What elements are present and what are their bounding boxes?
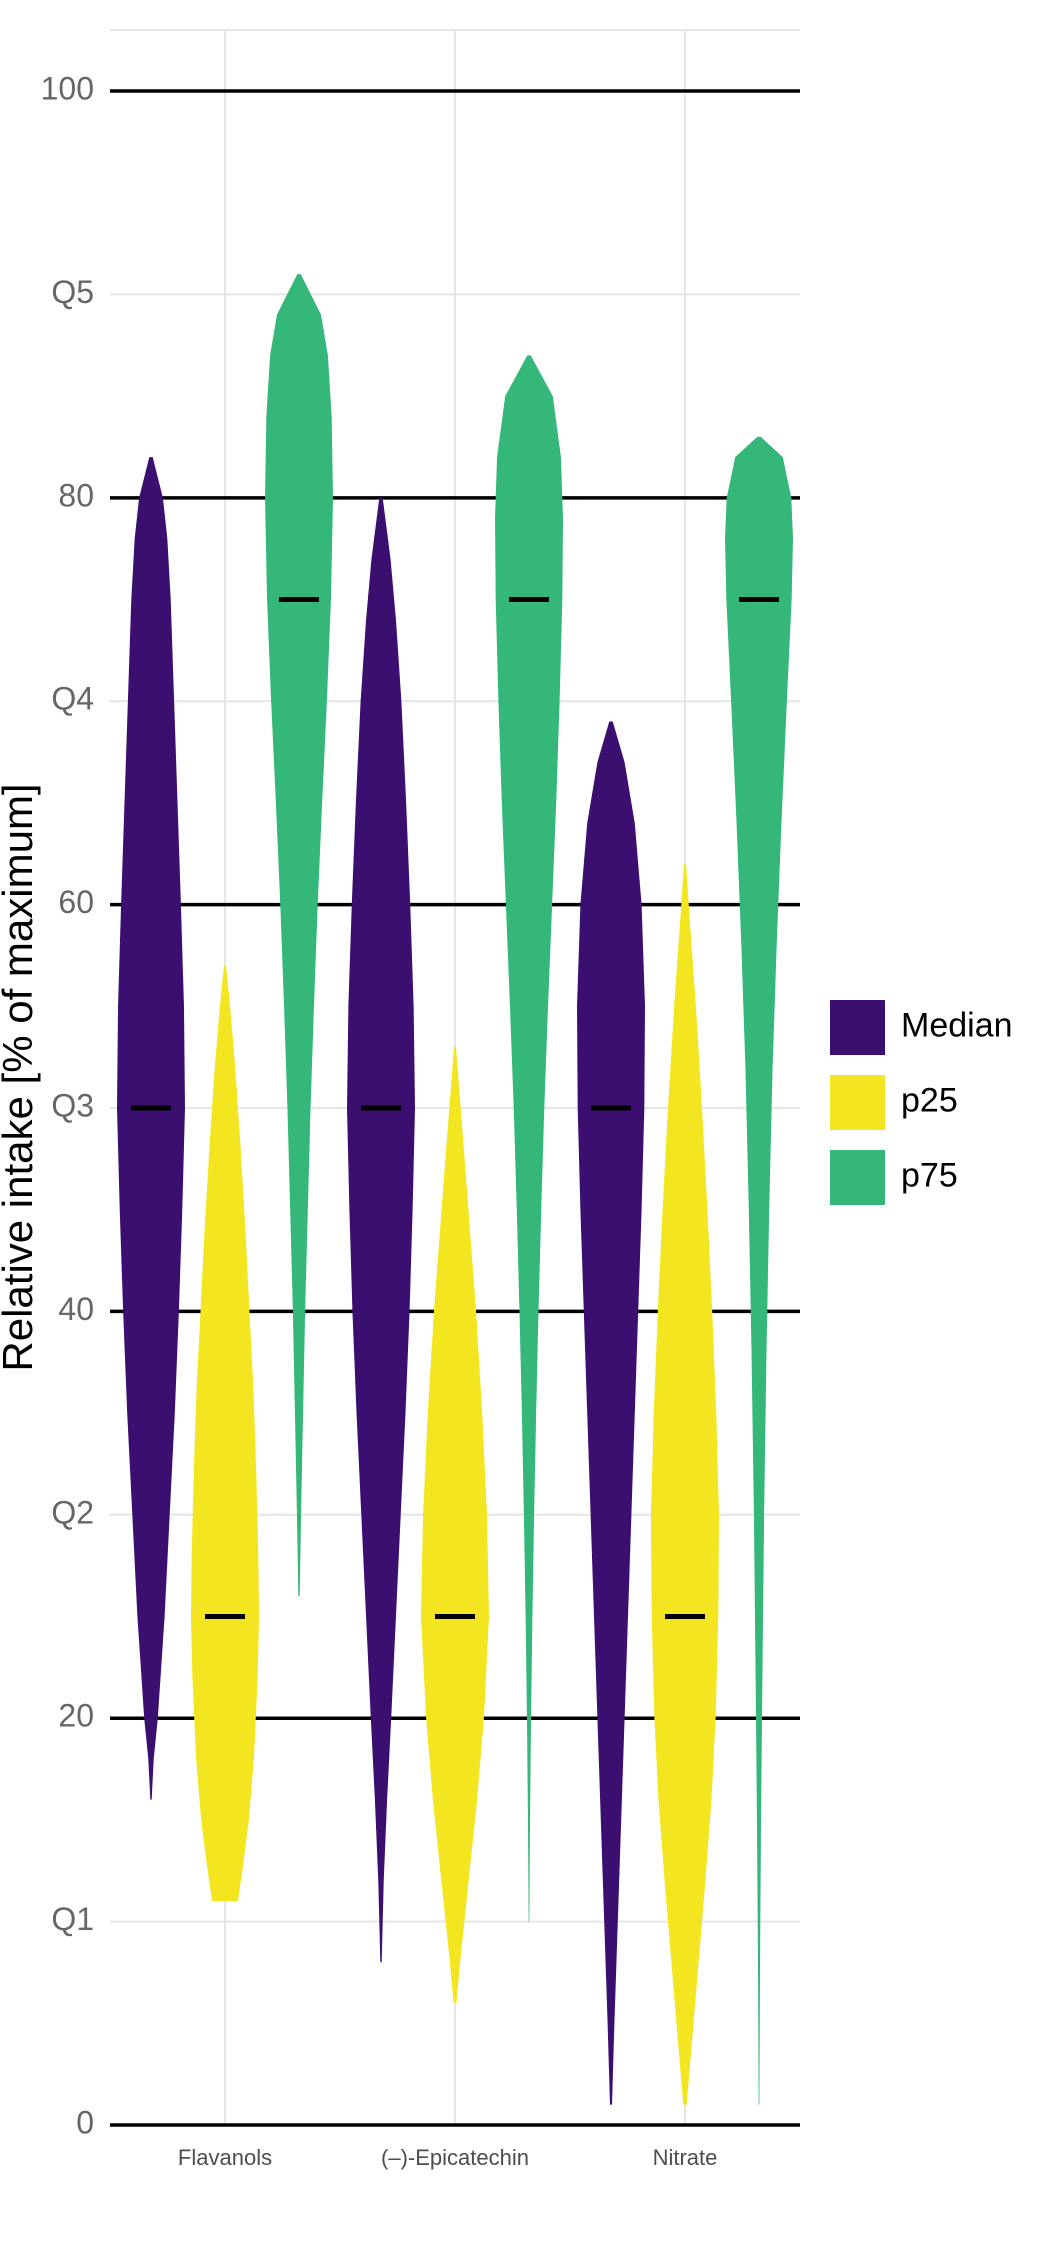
- y-tick-label: Q5: [51, 274, 94, 310]
- y-tick-label: Q2: [51, 1494, 94, 1530]
- x-tick-label: (–)-Epicatechin: [381, 2145, 529, 2170]
- legend-label: p25: [901, 1081, 958, 1119]
- legend-key: [830, 1150, 885, 1205]
- legend-key: [830, 1075, 885, 1130]
- y-tick-label: Q1: [51, 1901, 94, 1937]
- chart-figure: 0 Q1 20 Q2 40 Q3 60 Q4 80 Q5 100 Relative intake [%…: [0, 0, 1054, 2258]
- legend-label: p75: [901, 1156, 958, 1194]
- x-tick-label: Flavanols: [178, 2145, 272, 2170]
- legend-label: Median: [901, 1006, 1013, 1044]
- y-tick-label: 40: [58, 1291, 94, 1327]
- y-tick-label: 60: [58, 884, 94, 920]
- y-tick-label: Q3: [51, 1087, 94, 1123]
- y-tick-label: 0: [76, 2104, 94, 2140]
- y-tick-label: 20: [58, 1698, 94, 1734]
- chart-svg: 0 Q1 20 Q2 40 Q3 60 Q4 80 Q5 100 Relative intake [%…: [0, 0, 1054, 2258]
- y-axis-label: Relative intake [% of maximum]: [0, 783, 41, 1371]
- y-tick-label: 80: [58, 477, 94, 513]
- y-tick-label: 100: [41, 70, 94, 106]
- legend-key: [830, 1000, 885, 1055]
- x-tick-label: Nitrate: [653, 2145, 718, 2170]
- y-tick-label: Q4: [51, 681, 94, 717]
